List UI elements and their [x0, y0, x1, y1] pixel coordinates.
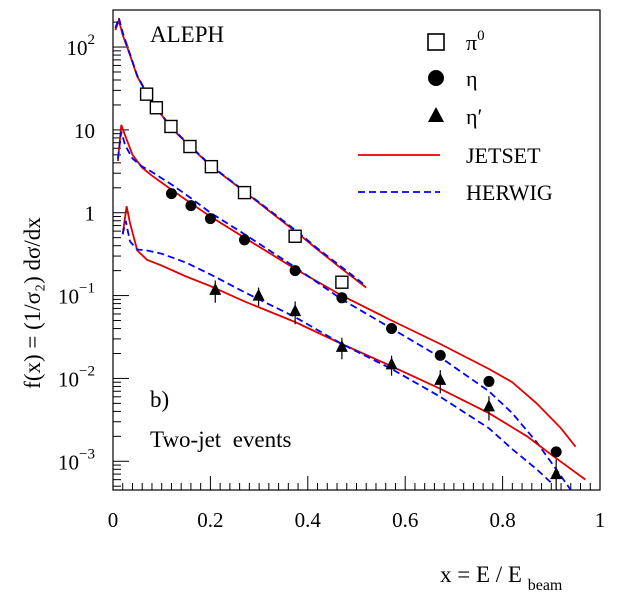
selection-label: Two-jet events: [150, 427, 292, 452]
y-tick-label: 102: [67, 32, 96, 60]
panel-label: b): [150, 387, 169, 412]
x-axis-title-sub: beam: [528, 577, 563, 594]
legend-label: π0: [466, 28, 485, 55]
data-point-filled-triangle: [385, 357, 398, 370]
data-point-filled-triangle: [482, 399, 495, 412]
herwig-curve: [117, 131, 572, 491]
legend-label: JETSET: [466, 143, 541, 168]
legend-label-text: JETSET: [466, 143, 541, 168]
y-tick-base: 10: [58, 450, 79, 474]
data-point-open-square: [164, 119, 178, 134]
herwig-curve: [121, 220, 552, 484]
y-tick-base: 1: [85, 202, 96, 226]
y-tick-label: 10−3: [58, 446, 95, 474]
x-tick-label: 1: [595, 508, 606, 532]
x-axis-title-main: x = E / E: [440, 562, 522, 587]
data-point-filled-circle: [238, 234, 250, 246]
data-point-filled-triangle: [335, 339, 348, 352]
legend-marker-square: [427, 33, 445, 51]
data-point-filled-circle: [434, 349, 446, 361]
y-tick-base: 10: [58, 285, 79, 309]
legend-label-text: η′: [466, 104, 482, 129]
y-axis-title: f(x) = (1/σ₂) dσ/dx: [20, 217, 45, 389]
data-point-filled-triangle: [550, 467, 563, 480]
experiment-label: ALEPH: [150, 22, 224, 47]
legend-label-superscript: 0: [477, 28, 485, 44]
jetset-curve: [114, 17, 367, 289]
x-tick-label: 0: [108, 508, 119, 532]
legend-label: η: [466, 66, 478, 91]
y-tick-label: 10−1: [58, 281, 95, 309]
x-axis-title: x = E / E beam: [440, 562, 563, 594]
y-tick-exponent: −1: [79, 281, 95, 297]
data-point-filled-circle: [204, 213, 216, 225]
x-tick-label: 0.6: [392, 508, 418, 532]
data-point-filled-triangle: [252, 288, 265, 301]
legend-label: η′: [466, 104, 482, 129]
data-point-open-square: [149, 101, 164, 115]
legend-label-text: HERWIG: [466, 180, 553, 205]
jetset-curve: [121, 206, 586, 481]
data-point-filled-triangle: [289, 304, 302, 317]
y-tick-exponent: −3: [79, 446, 95, 462]
y-tick-base: 10: [74, 119, 95, 143]
data-point-filled-circle: [483, 375, 495, 387]
data-point-filled-circle: [289, 265, 301, 277]
x-tick-label: 0.8: [489, 508, 515, 532]
y-tick-base: 10: [67, 36, 88, 60]
herwig-curve: [114, 14, 367, 287]
y-tick-label: 1: [85, 202, 96, 226]
data-point-filled-triangle: [434, 372, 447, 385]
data-point-open-square: [335, 275, 349, 289]
data-point-filled-circle: [165, 188, 177, 200]
legend-label: HERWIG: [466, 180, 553, 205]
legend-marker-circle: [428, 70, 444, 86]
legend: π0 η η′ JETSET HERWIG: [358, 28, 553, 205]
data-point-open-square: [139, 87, 154, 101]
data-point-open-square: [237, 185, 252, 200]
data-point-filled-circle: [185, 200, 197, 212]
legend-label-text: π: [466, 30, 477, 55]
x-tick-label: 0.2: [197, 508, 223, 532]
y-tick-exponent: −2: [79, 363, 95, 379]
data-point-open-square: [183, 139, 197, 154]
data-point-open-square: [204, 159, 219, 174]
y-tick-base: 10: [58, 367, 79, 391]
plot-frame: [112, 9, 601, 491]
legend-marker-triangle: [428, 107, 444, 122]
data-points: [139, 87, 563, 490]
data-point-open-square: [288, 229, 302, 243]
y-tick-label: 10−2: [58, 363, 95, 391]
data-point-filled-circle: [386, 323, 398, 335]
data-point-filled-circle: [550, 446, 562, 458]
y-tick-exponent: 2: [88, 32, 96, 48]
data-point-filled-circle: [336, 292, 348, 304]
data-point-filled-triangle: [209, 282, 222, 295]
y-tick-label: 10: [74, 119, 95, 143]
legend-label-text: η: [466, 66, 478, 91]
x-tick-label: 0.4: [295, 508, 322, 532]
model-curves: [114, 14, 586, 491]
